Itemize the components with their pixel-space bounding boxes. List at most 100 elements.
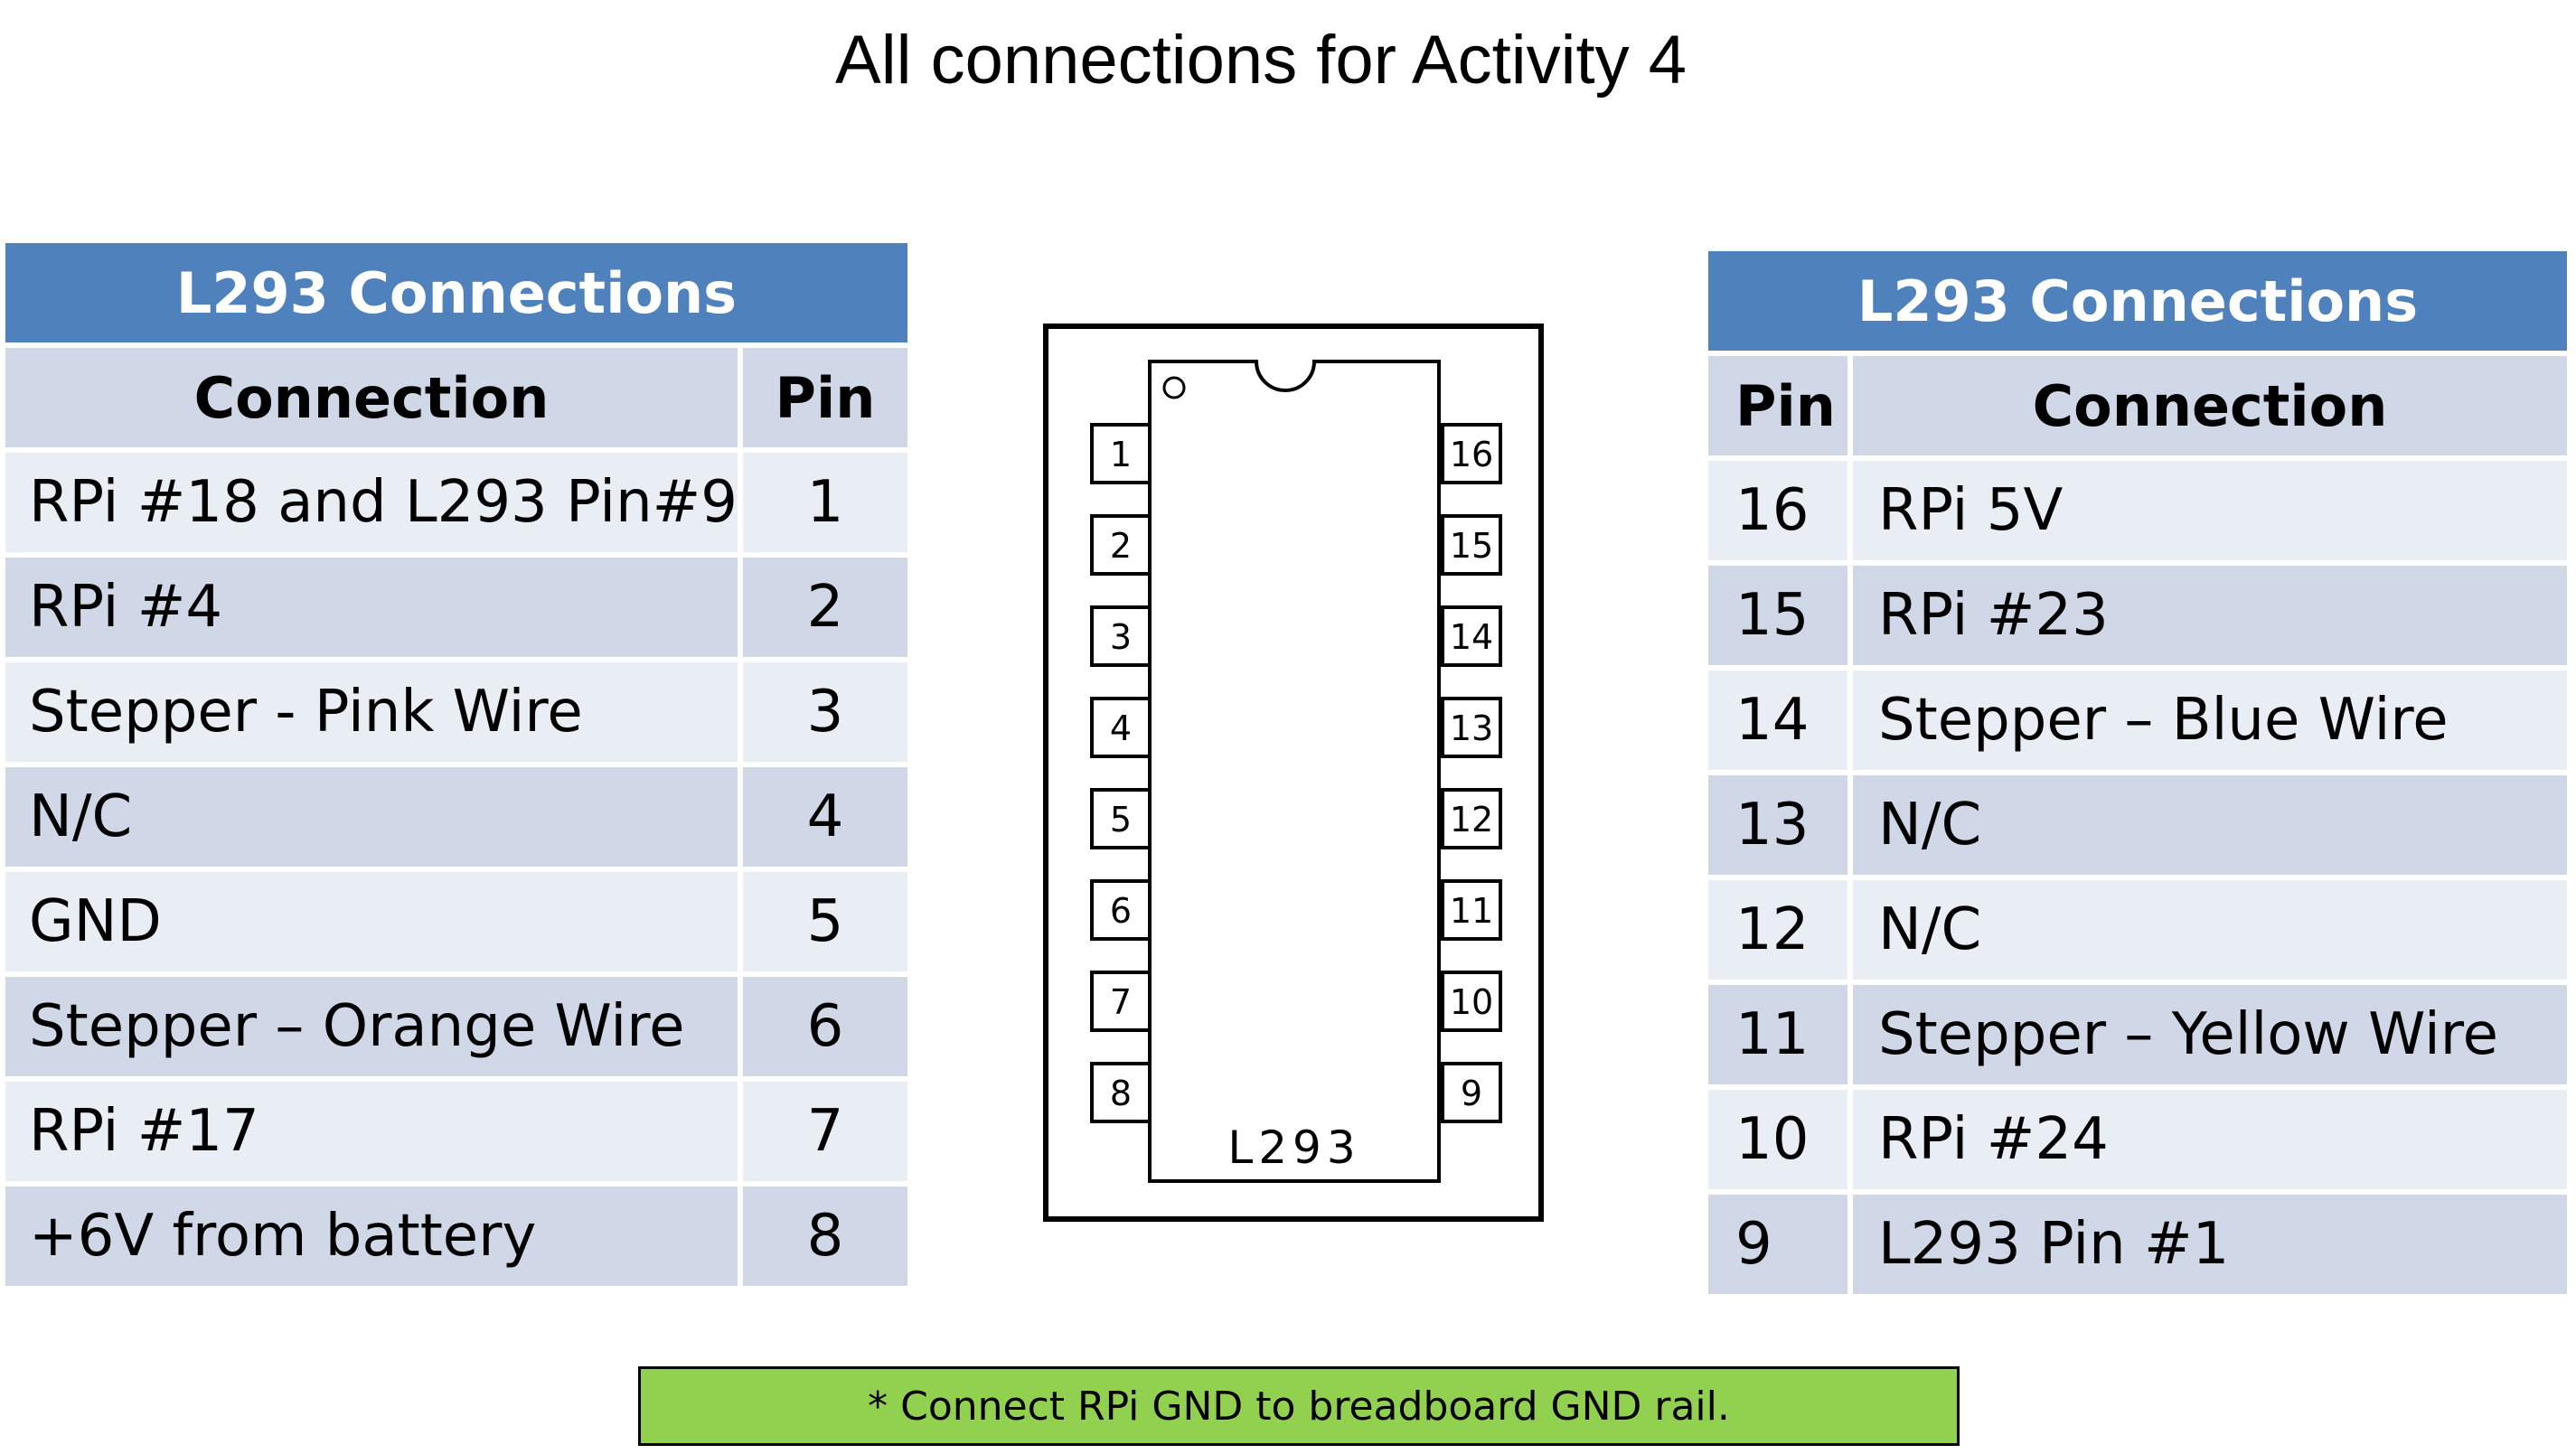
pin-number-cell: 5 [742, 872, 907, 971]
connection-cell: RPi #24 [1853, 1090, 2567, 1189]
left-connections-table: L293 Connections Connection Pin RPi #18 … [0, 238, 913, 1291]
chip-pin-left: 1 [1090, 423, 1152, 484]
chip-pin-left: 7 [1090, 971, 1152, 1032]
connection-cell: Stepper - Pink Wire [5, 662, 738, 762]
table-row: RPi #17 7 [5, 1082, 907, 1181]
chip-pin-box [1090, 605, 1152, 667]
chip-pin-number: 8 [1110, 1074, 1132, 1113]
connection-cell: RPi #23 [1853, 566, 2567, 665]
chip-pin-box [1441, 514, 1502, 576]
table-row: 9 L293 Pin #1 [1708, 1195, 2567, 1294]
chip-pin-right: 16 [1441, 423, 1502, 484]
chip-pin-number: 15 [1450, 526, 1493, 566]
chip-pin-box [1090, 788, 1152, 849]
pin-number-cell: 16 [1708, 461, 1847, 560]
pin-number-cell: 4 [742, 767, 907, 867]
table-row: 16 RPi 5V [1708, 461, 2567, 560]
table-row: 11 Stepper – Yellow Wire [1708, 985, 2567, 1084]
connection-cell: N/C [1853, 880, 2567, 980]
chip-pin-number: 1 [1110, 435, 1132, 474]
chip-pin-left: 6 [1090, 879, 1152, 941]
chip-pin-number: 11 [1450, 891, 1493, 931]
chip-pin-number: 14 [1450, 617, 1493, 657]
chip-pin-right: 12 [1441, 788, 1502, 849]
chip-pin-box [1090, 879, 1152, 941]
connection-cell: RPi #4 [5, 558, 738, 657]
pin-number-cell: 15 [1708, 566, 1847, 665]
left-header-connection: Connection [5, 348, 738, 447]
pin-number-cell: 2 [742, 558, 907, 657]
table-row: 12 N/C [1708, 880, 2567, 980]
table-row: +6V from battery 8 [5, 1187, 907, 1286]
connection-cell: RPi #18 and L293 Pin#9 [5, 453, 738, 552]
table-row: N/C 4 [5, 767, 907, 867]
chip-pin-left: 8 [1090, 1062, 1152, 1123]
chip-pin-box [1090, 971, 1152, 1032]
chip-pin-box [1090, 423, 1152, 484]
chip-pin-left: 2 [1090, 514, 1152, 576]
chip-pin-left: 5 [1090, 788, 1152, 849]
table-row: Stepper – Orange Wire 6 [5, 977, 907, 1076]
connection-cell: RPi #17 [5, 1082, 738, 1181]
connection-cell: Stepper – Yellow Wire [1853, 985, 2567, 1084]
chip-pin-number: 5 [1110, 800, 1132, 840]
pin-number-cell: 13 [1708, 775, 1847, 875]
chip-pin-number: 9 [1461, 1074, 1482, 1113]
chip-pin-box [1090, 514, 1152, 576]
pin-number-cell: 12 [1708, 880, 1847, 980]
chip-pin-box [1090, 1062, 1152, 1123]
connection-cell: N/C [5, 767, 738, 867]
table-row: 14 Stepper – Blue Wire [1708, 671, 2567, 770]
gnd-note: * Connect RPi GND to breadboard GND rail… [638, 1366, 1960, 1446]
chip-pin-box [1441, 879, 1502, 941]
connection-cell: GND [5, 872, 738, 971]
connection-cell: Stepper – Orange Wire [5, 977, 738, 1076]
pin-number-cell: 11 [1708, 985, 1847, 1084]
chip-pin-number: 7 [1110, 982, 1132, 1022]
table-row: 15 RPi #23 [1708, 566, 2567, 665]
chip-pin-number: 2 [1110, 526, 1132, 566]
connection-cell: N/C [1853, 775, 2567, 875]
right-connections-table: L293 Connections Pin Connection 16 RPi 5V… [1703, 246, 2572, 1299]
table-row: RPi #18 and L293 Pin#9 1 [5, 453, 907, 552]
chip-pin-number: 16 [1450, 435, 1493, 474]
pin1-marker-dot [1162, 376, 1186, 399]
chip-diagram-frame [1043, 324, 1544, 1222]
connection-cell: Stepper – Blue Wire [1853, 671, 2567, 770]
chip-pin-right: 14 [1441, 605, 1502, 667]
pin-number-cell: 8 [742, 1187, 907, 1286]
table-row: GND 5 [5, 872, 907, 971]
left-table-caption: L293 Connections [5, 243, 907, 342]
pin-number-cell: 10 [1708, 1090, 1847, 1189]
chip-pin-right: 11 [1441, 879, 1502, 941]
chip-pin-box [1441, 788, 1502, 849]
table-row: Stepper - Pink Wire 3 [5, 662, 907, 762]
pin-number-cell: 14 [1708, 671, 1847, 770]
chip-body [1148, 360, 1441, 1183]
chip-pin-box [1441, 423, 1502, 484]
chip-pin-number: 10 [1450, 982, 1493, 1022]
chip-pin-box [1441, 1062, 1502, 1123]
chip-pin-box [1090, 697, 1152, 758]
chip-pin-number: 13 [1450, 708, 1493, 748]
pin-number-cell: 7 [742, 1082, 907, 1181]
chip-pin-right: 13 [1441, 697, 1502, 758]
table-row: RPi #4 2 [5, 558, 907, 657]
connection-cell: +6V from battery [5, 1187, 738, 1286]
chip-pin-box [1441, 605, 1502, 667]
chip-pin-right: 10 [1441, 971, 1502, 1032]
pin-number-cell: 9 [1708, 1195, 1847, 1294]
chip-pin-right: 9 [1441, 1062, 1502, 1123]
page-title: All connections for Activity 4 [835, 22, 1687, 98]
chip-pin-number: 6 [1110, 891, 1132, 931]
chip-label: L293 [1227, 1121, 1360, 1174]
chip-pin-number: 4 [1110, 708, 1132, 748]
right-header-connection: Connection [1853, 356, 2567, 455]
chip-pin-left: 3 [1090, 605, 1152, 667]
chip-pin-right: 15 [1441, 514, 1502, 576]
pin-number-cell: 1 [742, 453, 907, 552]
right-table-caption: L293 Connections [1708, 251, 2567, 351]
chip-pin-number: 12 [1450, 800, 1493, 840]
table-row: 10 RPi #24 [1708, 1090, 2567, 1189]
